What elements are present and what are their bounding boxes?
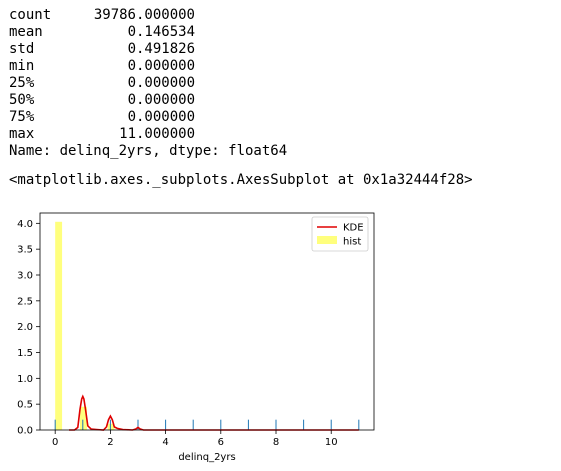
describe-rows: count 39786.000000 mean 0.146534 std 0.491826…: [9, 7, 287, 143]
y-tick-label: 0.0: [17, 426, 33, 437]
y-tick-label: 1.0: [17, 374, 33, 385]
describe-row: max 11.000000: [9, 126, 287, 143]
describe-row-value: 0.000000: [127, 75, 195, 91]
describe-name-line: Name: delinq_2yrs, dtype: float64: [9, 143, 288, 159]
y-tick-label: 2.0: [17, 322, 33, 333]
describe-row: 25% 0.000000: [9, 75, 287, 92]
kde-hist-chart: 0.0 0.5 1.0 1.5 2.0 2.5 3.0 3.5 4.0 0 2 4 6 8 10 delinq…: [17, 212, 375, 463]
axes-repr-line: <matplotlib.axes._subplots.AxesSubplot a…: [9, 172, 473, 188]
legend-hist-swatch: [317, 236, 337, 244]
describe-row-value: 0.000000: [127, 92, 195, 108]
describe-row: count 39786.000000: [9, 7, 287, 24]
legend-kde-label: KDE: [343, 223, 364, 234]
describe-row-key: 75%: [9, 109, 35, 125]
describe-row-value: 0.000000: [127, 58, 195, 74]
y-tick-label: 2.5: [17, 296, 33, 307]
x-tick-label: 8: [273, 437, 279, 448]
describe-row-value: 39786.000000: [93, 7, 195, 23]
describe-row-value: 11.000000: [119, 126, 195, 142]
legend-hist-label: hist: [343, 237, 361, 248]
describe-output: count 39786.000000 mean 0.146534 std 0.491826…: [9, 7, 287, 160]
describe-row: std 0.491826: [9, 41, 287, 58]
axes-frame: [39, 212, 375, 431]
describe-row: min 0.000000: [9, 58, 287, 75]
describe-row: 50% 0.000000: [9, 92, 287, 109]
y-tick-label: 3.5: [17, 245, 33, 256]
kde-line: [69, 394, 359, 431]
describe-row-key: 50%: [9, 92, 35, 108]
describe-row-value: 0.000000: [127, 109, 195, 125]
describe-row-value: 0.146534: [127, 24, 195, 40]
describe-row-key: mean: [9, 24, 43, 40]
describe-row-key: min: [9, 58, 35, 74]
y-tick-label: 1.5: [17, 348, 33, 359]
describe-row-key: max: [9, 126, 35, 142]
hist-bar: [80, 406, 87, 430]
hist-bar: [55, 221, 63, 430]
x-tick-label: 4: [162, 437, 168, 448]
x-tick-label: 10: [325, 437, 338, 448]
x-tick-label: 2: [107, 437, 113, 448]
x-axis-label: delinq_2yrs: [178, 452, 235, 463]
describe-row-key: 25%: [9, 75, 35, 91]
y-tick-label: 4.0: [17, 219, 33, 230]
describe-row: mean 0.146534: [9, 24, 287, 41]
describe-row-key: count: [9, 7, 52, 23]
describe-row-key: std: [9, 41, 35, 57]
y-tick-label: 0.5: [17, 400, 33, 411]
hist-bar: [107, 423, 115, 430]
describe-row-value: 0.491826: [127, 41, 195, 57]
x-tick-label: 0: [52, 437, 58, 448]
x-tick-label: 6: [218, 437, 224, 448]
y-tick-label: 3.0: [17, 271, 33, 282]
describe-row: 75% 0.000000: [9, 109, 287, 126]
